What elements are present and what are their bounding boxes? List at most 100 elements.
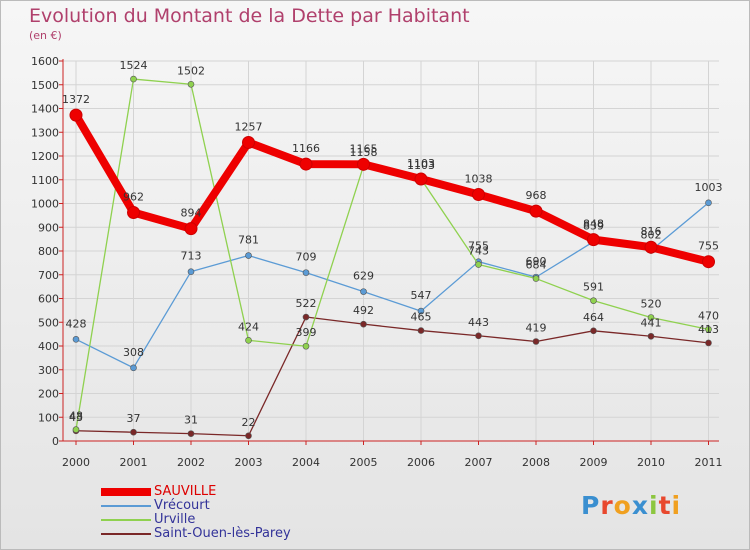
data-point-saint-ouen-les-parey [302,313,310,321]
data-label-urville: 520 [641,298,662,311]
logo-letter: P [581,491,601,520]
data-point-urville [130,75,137,83]
data-point-urville [187,80,195,88]
data-point-sauville [127,206,140,220]
data-label-sauville: 848 [583,218,604,231]
data-label-vrecourt: 755 [468,240,489,253]
x-tick-label: 2008 [522,456,550,469]
series-line-saint-ouen-les-parey [75,316,710,437]
data-label-vrecourt: 1003 [695,181,723,194]
data-label-urville: 470 [698,309,719,322]
legend-label: Vrécourt [154,498,210,513]
data-label-sauville: 1257 [235,120,263,133]
data-point-sauville [69,108,83,122]
data-label-urville: 1524 [120,59,148,72]
data-point-saint-ouen-les-parey [647,332,655,340]
data-label-saint-ouen-les-parey: 522 [296,297,317,310]
data-label-saint-ouen-les-parey: 37 [127,412,141,425]
data-point-urville [475,261,482,268]
legend-swatch [101,519,151,521]
data-label-vrecourt: 839 [583,220,604,233]
y-tick-label: 600 [38,293,59,306]
data-point-sauville [644,240,658,254]
axes [59,59,719,445]
data-point-urville [302,342,310,350]
data-point-saint-ouen-les-parey [245,432,252,440]
data-point-vrecourt [187,268,195,275]
data-point-vrecourt [72,336,80,343]
data-point-sauville [529,204,543,218]
series-lines [69,75,715,440]
x-tick-label: 2003 [235,456,263,469]
x-tick-label: 2004 [292,456,320,469]
data-point-sauville [587,233,600,247]
proxiti-logo: Proxiti [581,491,681,520]
y-tick-label: 300 [38,364,59,377]
data-label-urville: 1103 [407,159,435,172]
data-label-sauville: 968 [526,189,547,202]
data-label-urville: 1502 [177,64,205,77]
data-label-vrecourt: 709 [296,251,317,264]
data-point-saint-ouen-les-parey [417,327,425,334]
x-tick-label: 2011 [695,456,723,469]
data-label-vrecourt: 629 [353,270,374,283]
data-label-vrecourt: 713 [181,250,202,263]
x-tick-label: 2009 [580,456,608,469]
logo-letter: x [631,491,649,520]
data-point-saint-ouen-les-parey [475,332,482,340]
data-point-urville [590,297,597,304]
data-point-sauville [299,157,313,171]
data-point-vrecourt [130,364,137,372]
chart-unit-label: (en €) [29,29,62,42]
data-point-saint-ouen-les-parey [187,430,195,437]
data-point-sauville [702,255,715,269]
logo-letter: o [613,491,632,520]
logo-letter: r [600,491,614,520]
y-axis-tick-labels: 0 100 200 300 400 500 600 700 800 900 1000 1100 1200… [31,55,59,448]
data-label-vrecourt: 308 [123,346,144,359]
y-tick-label: 1000 [31,198,59,211]
data-point-urville [245,336,252,344]
x-tick-label: 2007 [465,456,493,469]
data-label-saint-ouen-les-parey: 492 [353,304,374,317]
logo-letter: i [649,491,659,520]
data-label-saint-ouen-les-parey: 443 [468,316,489,329]
x-tick-label: 2001 [120,456,148,469]
legend-label: Urville [154,512,196,527]
data-label-vrecourt: 690 [526,255,547,268]
data-label-saint-ouen-les-parey: 31 [184,414,198,427]
y-tick-label: 1100 [31,174,59,187]
data-label-sauville: 1166 [292,142,320,155]
y-tick-label: 100 [38,411,59,424]
series-line-sauville [72,111,713,266]
data-label-sauville: 962 [123,191,144,204]
data-label-saint-ouen-les-parey: 419 [526,321,547,334]
y-tick-label: 1300 [31,126,59,139]
data-label-urville: 399 [296,326,317,339]
y-tick-label: 800 [38,245,59,258]
y-tick-label: 1500 [31,79,59,92]
y-tick-label: 1400 [31,103,59,116]
grid [63,60,719,442]
x-axis-tick-labels: 2000 2001 2002 2003 2004 2005 2006 2007 2008 2009… [62,456,723,469]
data-point-saint-ouen-les-parey [360,320,367,328]
data-point-sauville [242,135,255,149]
data-label-urville: 684 [526,259,547,272]
data-point-saint-ouen-les-parey [590,327,597,335]
data-label-sauville: 1038 [465,172,493,185]
data-label-sauville: 1103 [407,157,435,170]
data-label-urville: 48 [69,410,83,423]
data-label-sauville: 1372 [62,93,90,106]
data-point-vrecourt [417,307,425,315]
data-point-saint-ouen-les-parey [532,338,540,345]
y-tick-label: 1200 [31,150,59,163]
y-tick-label: 0 [52,435,59,448]
logo-letter: i [671,491,682,520]
data-labels: 43 37 31 22 522 492 465 443 419 464 441 413 428 308 71… [62,59,723,429]
x-tick-label: 2000 [62,456,90,469]
data-label-saint-ouen-les-parey: 43 [69,411,83,424]
legend-label: Saint-Ouen-lès-Parey [154,526,291,541]
y-tick-label: 400 [38,340,59,353]
x-tick-label: 2005 [350,456,378,469]
